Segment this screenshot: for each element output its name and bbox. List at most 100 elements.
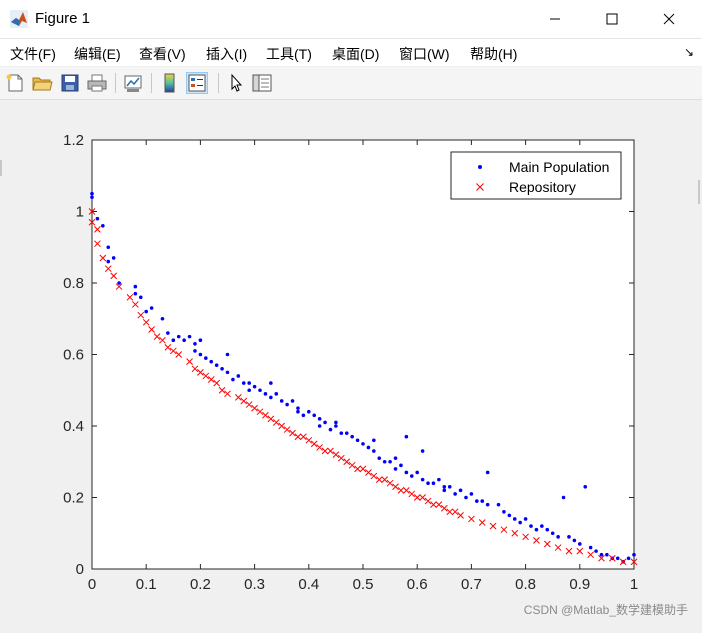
- y-tick-label: 0.2: [63, 490, 84, 507]
- main-population-point: [540, 524, 544, 528]
- print-icon[interactable]: [86, 72, 108, 94]
- main-population-point: [269, 381, 273, 385]
- repository-point: [104, 265, 112, 273]
- main-population-point: [220, 367, 224, 371]
- main-population-point: [209, 359, 214, 364]
- main-population-point: [458, 488, 463, 493]
- repository-point: [251, 404, 258, 412]
- main-population-point: [312, 413, 317, 418]
- close-icon: [663, 13, 675, 25]
- repository-point: [310, 440, 318, 448]
- main-population-point: [393, 467, 398, 471]
- main-population-point: [496, 502, 501, 507]
- main-population-point: [149, 306, 154, 310]
- repository-point: [413, 494, 421, 501]
- colorbar-icon[interactable]: [159, 72, 181, 94]
- repository-point: [283, 426, 291, 433]
- close-button[interactable]: [646, 0, 692, 38]
- repository-point: [430, 501, 437, 509]
- main-population-point: [588, 545, 593, 550]
- main-population-point: [258, 388, 262, 393]
- repository-point: [213, 379, 221, 387]
- repository-point: [457, 512, 464, 519]
- main-population-point: [437, 477, 441, 482]
- dock-arrow-icon[interactable]: ↘: [683, 45, 694, 59]
- main-population-point: [334, 424, 338, 428]
- main-population-point: [426, 481, 430, 486]
- main-population-point: [415, 470, 420, 475]
- menu-window[interactable]: 窗口(W): [399, 46, 450, 62]
- main-population-point: [214, 363, 219, 368]
- main-population-point: [372, 438, 376, 443]
- repository-point: [365, 469, 372, 476]
- legend-marker-repository: [476, 183, 484, 191]
- legend-box: [450, 151, 622, 200]
- repository-point: [294, 433, 302, 441]
- main-population-point: [464, 495, 468, 500]
- figure-canvas[interactable]: 0 0.1 0.2 0.3 0.4 0.5 0.6 0.7 0.8 0.9 1 0 0.2 0.4 0.6 0…: [0, 100, 702, 628]
- repository-point: [186, 358, 193, 366]
- main-population-point: [393, 456, 398, 460]
- main-population-point: [111, 256, 116, 260]
- y-tick-label: 0.8: [63, 275, 84, 292]
- legend-label: Repository: [509, 179, 576, 195]
- link-plot-icon[interactable]: [122, 72, 144, 94]
- main-population-point: [296, 406, 300, 410]
- menu-desktop[interactable]: 桌面(D): [332, 46, 380, 62]
- menu-edit[interactable]: 编辑(E): [74, 46, 121, 62]
- pointer-icon[interactable]: [225, 72, 247, 94]
- repository-point: [630, 558, 638, 566]
- main-population-point: [182, 338, 186, 342]
- legend-toggle-button[interactable]: [186, 72, 208, 94]
- main-population-point: [442, 484, 447, 489]
- main-population-point: [485, 470, 490, 475]
- repository-point: [164, 343, 172, 351]
- repository-point: [554, 544, 562, 551]
- repository-point: [419, 494, 426, 501]
- maximize-button[interactable]: [589, 0, 635, 38]
- repository-point: [327, 447, 334, 455]
- main-population-point: [106, 259, 111, 264]
- new-figure-icon[interactable]: [4, 72, 26, 94]
- minimize-button[interactable]: [532, 0, 578, 38]
- window-title: Figure 1: [35, 10, 91, 27]
- main-population-point: [101, 224, 105, 228]
- repository-point: [175, 351, 183, 358]
- menu-view[interactable]: 查看(V): [139, 46, 186, 62]
- property-inspector-icon[interactable]: [251, 72, 273, 94]
- legend-label: Main Population: [509, 159, 609, 175]
- repository-point: [224, 390, 231, 398]
- y-tick-label: 0.6: [63, 347, 84, 364]
- open-file-icon[interactable]: [31, 72, 53, 94]
- main-population-point: [285, 402, 289, 407]
- repository-point: [587, 551, 594, 559]
- repository-point: [153, 333, 161, 340]
- repository-point: [126, 293, 134, 301]
- main-population-point: [133, 284, 138, 289]
- menu-tools[interactable]: 工具(T): [266, 46, 312, 62]
- save-icon[interactable]: [59, 72, 81, 94]
- main-population-point: [447, 484, 452, 489]
- main-population-point: [366, 445, 371, 450]
- repository-point: [234, 394, 242, 401]
- repository-point: [169, 347, 177, 355]
- main-population-point: [90, 191, 94, 196]
- main-population-point: [529, 524, 533, 528]
- repository-point: [191, 365, 199, 373]
- main-population-point: [317, 424, 322, 428]
- menu-help[interactable]: 帮助(H): [470, 46, 518, 62]
- main-population-point: [204, 356, 208, 360]
- repository-point: [99, 254, 107, 262]
- repository-point: [272, 419, 280, 426]
- main-population-point: [176, 334, 181, 339]
- repository-point: [197, 369, 204, 376]
- main-population-point: [296, 409, 300, 414]
- menu-insert[interactable]: 插入(I): [206, 46, 248, 62]
- repository-point: [598, 554, 605, 562]
- repository-point: [142, 318, 150, 326]
- repository-point: [500, 526, 508, 534]
- main-population-point: [334, 420, 338, 425]
- repository-point: [478, 519, 486, 526]
- repository-point: [148, 326, 155, 333]
- menu-file[interactable]: 文件(F): [10, 46, 56, 62]
